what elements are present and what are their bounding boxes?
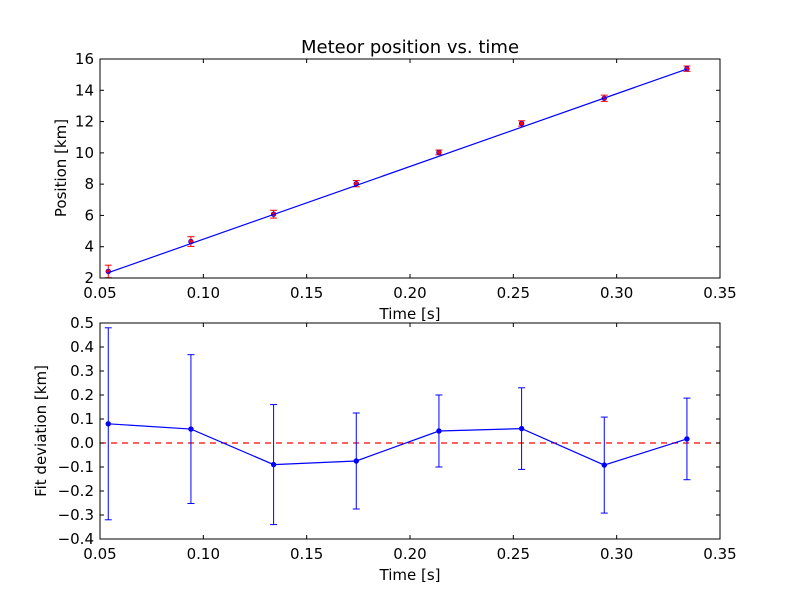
position-chart-y-tick-label: 16	[75, 50, 94, 68]
deviation-chart-x-tick-label: 0.10	[187, 545, 220, 563]
deviation-chart-data-point	[270, 461, 277, 468]
position-chart-y-tick-label: 8	[84, 175, 94, 193]
position-chart-y-tick-label: 6	[84, 206, 94, 224]
position-chart-y-tick-label: 4	[84, 238, 94, 256]
deviation-chart-y-tick-label: 0.5	[70, 314, 94, 332]
position-chart-x-tick-label: 0.30	[600, 284, 633, 302]
deviation-chart-data-point	[353, 458, 359, 464]
deviation-chart-x-tick-label: 0.35	[703, 545, 736, 563]
deviation-chart-y-tick-label: 0.0	[70, 434, 94, 452]
deviation-chart-y-tick-label: −0.1	[58, 458, 94, 476]
position-chart-data-point	[105, 268, 111, 275]
position-chart-y-tick-label: 2	[84, 269, 94, 287]
deviation-chart-series-line	[108, 423, 688, 466]
position-chart-title: Meteor position vs. time	[301, 37, 519, 58]
deviation-chart-data-point	[601, 462, 607, 468]
deviation-chart-y-tick-label: −0.3	[58, 506, 94, 524]
position-chart-data-point	[436, 149, 442, 156]
deviation-chart-y-tick-label: −0.4	[58, 530, 94, 548]
deviation-chart-x-tick-label: 0.30	[600, 545, 633, 563]
deviation-chart-y-tick-label: −0.2	[58, 482, 94, 500]
deviation-chart-data-point	[105, 421, 111, 427]
position-chart-x-tick-label: 0.05	[83, 284, 116, 302]
position-chart-x-tick-label: 0.10	[187, 284, 220, 302]
deviation-chart-x-label: Time [s]	[379, 566, 441, 584]
deviation-chart-y-tick-label: 0.2	[70, 386, 94, 404]
deviation-chart-y-tick-label: 0.1	[70, 410, 94, 428]
position-chart-x-tick-label: 0.35	[703, 284, 736, 302]
position-chart-x-tick-label: 0.25	[497, 284, 530, 302]
position-chart-y-tick-label: 12	[75, 113, 94, 131]
deviation-chart-x-tick-label: 0.15	[290, 545, 323, 563]
deviation-chart-y-tick-label: 0.4	[70, 338, 94, 356]
deviation-chart-x-tick-label: 0.25	[497, 545, 530, 563]
position-chart-series-line	[108, 68, 688, 274]
deviation-chart-data-point	[518, 425, 525, 432]
deviation-chart-y-tick-label: 0.3	[70, 362, 94, 380]
deviation-chart: Time [s] Fit deviation [km] 0.05 0.10 0.15…	[32, 314, 737, 584]
position-chart-x-tick-label: 0.20	[393, 284, 426, 302]
position-chart-y-tick-label: 10	[75, 144, 94, 162]
position-chart-data-point	[684, 65, 690, 72]
position-chart: Meteor position vs. time Time [s] Positi…	[52, 37, 737, 323]
deviation-chart-x-tick-label: 0.05	[83, 545, 116, 563]
deviation-chart-y-label: Fit deviation [km]	[32, 365, 50, 497]
position-chart-y-label: Position [km]	[52, 119, 70, 217]
position-chart-x-tick-label: 0.15	[290, 284, 323, 302]
deviation-chart-data-point	[684, 436, 690, 442]
position-chart-y-tick-label: 14	[75, 81, 94, 99]
position-chart-data-point	[518, 120, 525, 127]
deviation-chart-data-point	[436, 428, 442, 434]
deviation-chart-x-tick-label: 0.20	[393, 545, 426, 563]
position-chart-x-label: Time [s]	[379, 305, 441, 323]
deviation-chart-data-point	[188, 426, 194, 432]
